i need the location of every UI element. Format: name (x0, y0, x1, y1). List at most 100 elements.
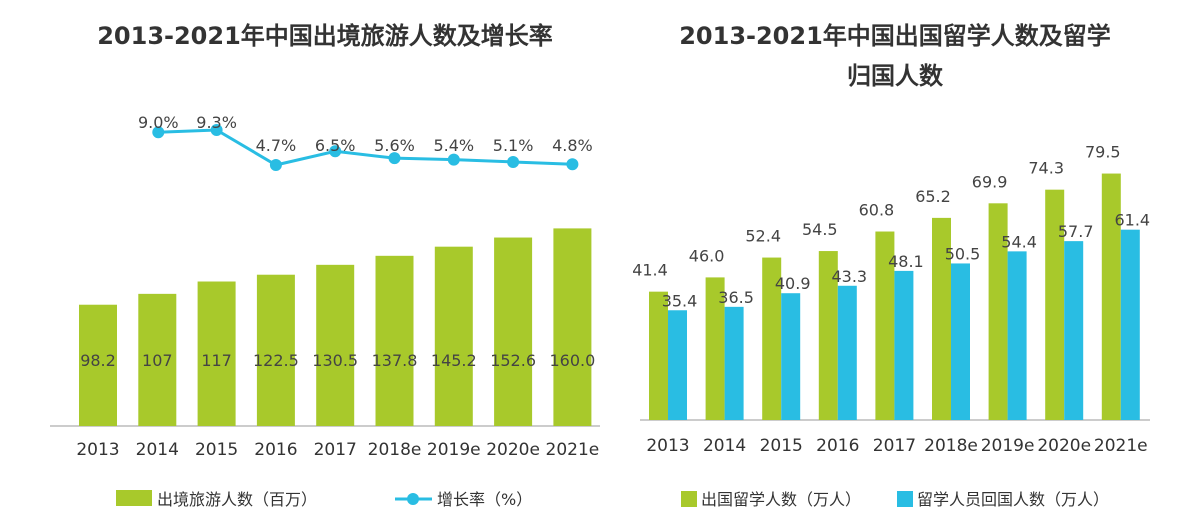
legend-label-returnees: 留学人员回国人数（万人） (917, 490, 1109, 509)
growth-label-2020e: 5.1% (493, 136, 534, 155)
bar-study-abroad-2017 (875, 231, 895, 420)
legend-label-study-abroad: 出国留学人数（万人） (701, 490, 861, 509)
bar-label-study-abroad-2016: 54.5 (802, 220, 838, 239)
legend-swatch-tourists (116, 490, 152, 506)
bar-label-tourists-2021e: 160.0 (549, 351, 595, 370)
right-chart-marks: 41.4 35.4 2013 46.0 36.5 2014 52.4 40.9 2015 54.5… (632, 143, 1150, 456)
bar-label-returnees-2020e: 57.7 (1058, 222, 1094, 241)
bar-label-tourists-2018e: 137.8 (372, 351, 418, 370)
bar-study-abroad-2019e (988, 203, 1008, 420)
bar-study-abroad-2014 (705, 277, 725, 420)
bar-label-returnees-2019e: 54.4 (1001, 232, 1037, 251)
bar-label-study-abroad-2019e: 69.9 (972, 172, 1008, 191)
bar-label-returnees-2018e: 50.5 (945, 244, 981, 263)
bar-label-study-abroad-2021e: 79.5 (1085, 143, 1121, 162)
bar-label-tourists-2013: 98.2 (80, 351, 116, 370)
x-tick-right-2021e: 2021e (1094, 436, 1148, 456)
legend-label-tourists: 出境旅游人数（百万） (157, 490, 317, 509)
x-tick-right-2020e: 2020e (1037, 436, 1091, 456)
left-chart-marks: 98.2 2013 107 2014 117 2015 122.5 2016 130.5 2017… (76, 113, 599, 460)
bar-label-tourists-2016: 122.5 (253, 351, 299, 370)
bar-label-returnees-2014: 36.5 (718, 288, 754, 307)
bar-label-tourists-2014: 107 (142, 351, 173, 370)
bar-returnees-2019e (1007, 251, 1027, 420)
growth-point-2020e (507, 155, 520, 168)
bar-label-study-abroad-2014: 46.0 (689, 246, 725, 265)
growth-point-2019e (447, 153, 460, 166)
bar-returnees-2018e (951, 263, 970, 420)
x-tick-right-2019e: 2019e (981, 436, 1035, 456)
growth-point-2015 (210, 124, 223, 136)
bar-label-tourists-2015: 117 (201, 351, 232, 370)
bar-returnees-2020e (1064, 241, 1084, 420)
bar-study-abroad-2018e (932, 217, 951, 420)
legend-swatch-study-abroad (681, 491, 697, 507)
growth-label-2014: 9.0% (138, 113, 179, 132)
right-chart: 2013-2021年中国出国留学人数及留学 归国人数 41.435.420134… (632, 22, 1150, 509)
bar-tourists-2019e (434, 246, 473, 426)
growth-label-2021e: 4.8% (552, 136, 593, 155)
growth-label-2019e: 5.4% (433, 136, 474, 155)
bar-returnees-2014 (724, 306, 744, 420)
x-tick-right-2017: 2017 (873, 436, 916, 456)
left-legend: 出境旅游人数（百万） 增长率（%） (116, 490, 532, 509)
growth-label-2018e: 5.6% (374, 136, 415, 155)
bar-label-tourists-2019e: 145.2 (431, 351, 477, 370)
x-tick-right-2016: 2016 (816, 436, 859, 456)
bar-label-returnees-2016: 43.3 (831, 267, 867, 286)
bar-label-tourists-2017: 130.5 (312, 351, 358, 370)
bar-returnees-2021e (1120, 229, 1140, 420)
bar-study-abroad-2013 (649, 291, 668, 420)
x-tick-right-2018e: 2018e (924, 436, 978, 456)
bar-tourists-2020e (494, 237, 533, 426)
growth-point-2017 (329, 145, 342, 158)
x-tick-left-2021e: 2021e (546, 440, 600, 460)
bar-label-returnees-2015: 40.9 (775, 274, 811, 293)
bar-tourists-2015 (197, 281, 236, 426)
x-tick-right-2013: 2013 (646, 436, 689, 456)
bar-study-abroad-2016 (818, 251, 838, 420)
bar-label-study-abroad-2020e: 74.3 (1028, 159, 1064, 178)
bar-returnees-2016 (837, 285, 857, 420)
x-tick-right-2015: 2015 (760, 436, 803, 456)
bar-tourists-2016 (256, 274, 295, 426)
bar-label-returnees-2017: 48.1 (888, 252, 924, 271)
x-tick-left-2020e: 2020e (486, 440, 540, 460)
growth-point-2014 (152, 126, 165, 139)
growth-point-2021e (566, 158, 579, 171)
growth-point-2016 (269, 159, 282, 171)
bar-returnees-2015 (781, 293, 801, 420)
bar-tourists-2013 (79, 304, 117, 426)
bar-label-study-abroad-2017: 60.8 (859, 201, 895, 220)
bar-label-returnees-2021e: 61.4 (1114, 211, 1150, 230)
bar-returnees-2017 (894, 270, 914, 420)
bar-label-study-abroad-2013: 41.4 (632, 261, 668, 280)
x-tick-left-2016: 2016 (254, 440, 297, 460)
left-chart-title: 2013-2021年中国出境旅游人数及增长率 (97, 22, 553, 50)
growth-rate-line (158, 128, 573, 167)
legend-swatch-returnees (897, 491, 913, 507)
left-chart: 2013-2021年中国出境旅游人数及增长率 98.2 2013 107 2014 11… (50, 22, 600, 509)
right-chart-title-line1: 2013-2021年中国出国留学人数及留学 (679, 22, 1111, 50)
legend-swatch-growth-dot (407, 493, 419, 505)
bar-study-abroad-2015 (762, 257, 782, 420)
x-tick-left-2017: 2017 (314, 440, 357, 460)
x-tick-left-2015: 2015 (195, 440, 238, 460)
bar-label-tourists-2020e: 152.6 (490, 351, 536, 370)
x-tick-left-2018e: 2018e (368, 440, 422, 460)
bar-label-study-abroad-2015: 52.4 (745, 227, 781, 246)
bar-label-study-abroad-2018e: 65.2 (915, 187, 951, 206)
growth-label-2017: 6.5% (315, 136, 356, 155)
x-tick-left-2019e: 2019e (427, 440, 481, 460)
legend-label-growth: 增长率（%） (437, 490, 532, 509)
bar-study-abroad-2021e (1101, 173, 1121, 420)
growth-label-2015: 9.3% (196, 113, 237, 132)
bar-study-abroad-2020e (1045, 189, 1065, 420)
right-chart-title-line2: 归国人数 (847, 62, 944, 90)
bar-returnees-2013 (668, 310, 687, 420)
right-legend: 出国留学人数（万人） 留学人员回国人数（万人） (681, 490, 1109, 509)
x-tick-left-2014: 2014 (136, 440, 179, 460)
growth-label-2016: 4.7% (256, 136, 297, 155)
bar-tourists-2014 (138, 293, 177, 426)
